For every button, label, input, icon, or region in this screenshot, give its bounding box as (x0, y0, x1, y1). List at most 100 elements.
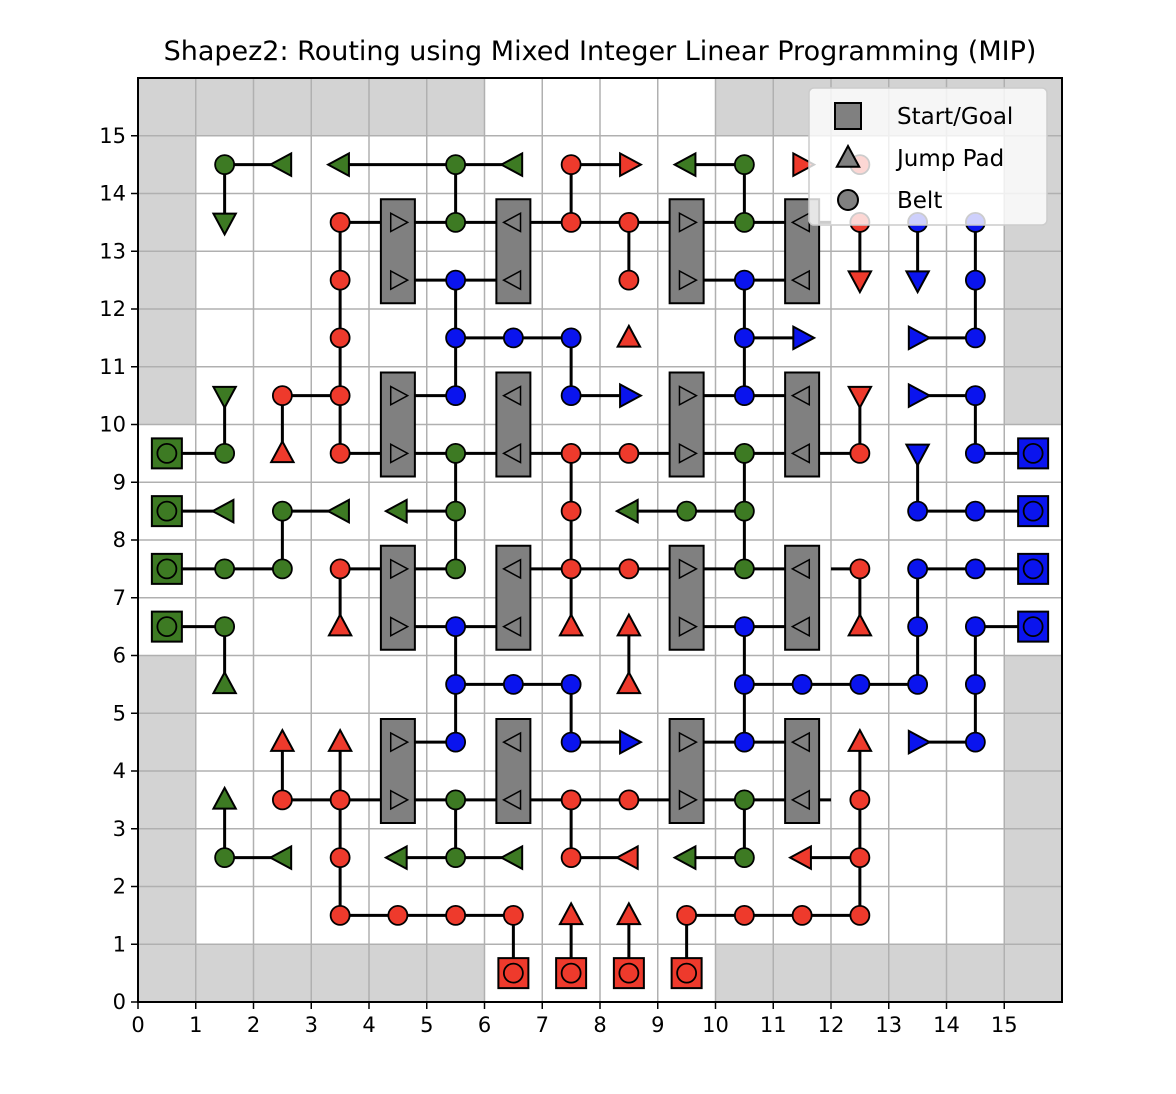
x-tick-label: 0 (131, 1013, 144, 1037)
route-segment-red (685, 742, 862, 974)
y-tick-label: 8 (113, 528, 126, 552)
belt-red (560, 789, 582, 811)
jump-pad-red (327, 728, 353, 752)
belt-red (560, 211, 582, 233)
platform-arrow-right (678, 212, 698, 233)
platform (784, 544, 821, 651)
belt-blue (502, 327, 524, 349)
belt-blue (907, 616, 929, 638)
belt-blue (964, 385, 986, 407)
y-tick-label: 9 (113, 470, 126, 494)
belt-blue (445, 616, 467, 638)
jump-pad-red (847, 612, 873, 637)
belt-blue (1022, 442, 1044, 464)
platform-arrow-left (502, 269, 522, 291)
belt-green (156, 442, 178, 464)
belt-red (271, 385, 293, 407)
platform (668, 544, 705, 651)
belt-green (214, 616, 236, 638)
jump-pad-red (616, 612, 642, 637)
platform (495, 371, 532, 478)
jump-pad-red (616, 670, 642, 695)
platform-arrow-left (790, 789, 811, 811)
jump-pad-red (792, 151, 817, 178)
platform (379, 198, 416, 305)
belt-markers (156, 154, 1044, 984)
belt-red (329, 789, 351, 811)
belt-red (560, 962, 582, 984)
platform (495, 544, 532, 651)
belt-blue (791, 673, 813, 695)
jump-pad-red (614, 844, 639, 871)
belt-green (733, 500, 755, 522)
belt-blue (502, 673, 524, 695)
belt-green (156, 616, 178, 638)
platform-arrow-right (678, 385, 698, 406)
belt-green (156, 500, 178, 522)
belt-blue (964, 442, 986, 464)
route-segment-red (338, 742, 515, 974)
y-tick-label: 5 (113, 701, 126, 725)
route-segment-blue (917, 394, 1034, 455)
belt-green (733, 847, 755, 869)
x-tick-label: 6 (478, 1013, 491, 1037)
x-tick-label: 13 (875, 1013, 902, 1037)
legend: Start/Goal Jump Pad Belt (808, 87, 1048, 226)
belt-blue (1022, 558, 1044, 580)
platform (495, 718, 532, 824)
platform-arrow-right (389, 443, 410, 464)
jump-pad-green (211, 385, 238, 410)
legend-square-icon (834, 102, 862, 130)
jump-pad-blue (792, 325, 817, 351)
platform (379, 718, 416, 824)
belt-red (849, 789, 871, 811)
belt-blue (560, 731, 582, 753)
belt-green (214, 847, 236, 869)
jump-pad-green (614, 498, 639, 524)
jump-pad-red (269, 439, 296, 464)
jump-pad-blue (904, 270, 931, 295)
belt-red (618, 269, 640, 291)
platform-arrow-right (389, 385, 410, 406)
platform-arrow-right (389, 731, 410, 753)
y-tick-label: 7 (113, 586, 126, 610)
x-tick-label: 8 (593, 1013, 606, 1037)
belt-red (618, 558, 640, 580)
platform (668, 198, 705, 305)
belt-red (791, 904, 813, 926)
platform-arrow-right (678, 558, 698, 580)
platform-arrow-right (389, 789, 410, 811)
belt-blue (733, 616, 755, 638)
belt-red (618, 789, 640, 811)
belt-red (329, 269, 351, 291)
platform (668, 371, 705, 478)
y-tick-label: 2 (113, 875, 126, 899)
legend-label: Start/Goal (897, 104, 1013, 130)
belt-red (618, 442, 640, 464)
belt-red (329, 327, 351, 349)
belt-red (502, 904, 524, 926)
belt-green (733, 558, 755, 580)
jump-pad-green (211, 670, 238, 695)
y-tick-label: 10 (99, 413, 126, 437)
belt-blue (560, 673, 582, 695)
jump-pad-red (847, 728, 873, 752)
platform-arrow-left (790, 731, 811, 753)
x-tick-label: 2 (247, 1013, 260, 1037)
jump-pad-markers (210, 151, 932, 926)
belt-red (849, 558, 871, 580)
jump-pad-green (326, 151, 350, 178)
jump-pad-green (326, 498, 350, 524)
belt-blue (907, 500, 929, 522)
belt-green (733, 211, 755, 233)
jump-pad-red (619, 151, 643, 178)
platform-arrow-right (678, 789, 698, 811)
platform (784, 718, 821, 824)
belt-green (271, 558, 293, 580)
belt-red (676, 904, 698, 926)
x-tick-label: 3 (305, 1013, 318, 1037)
belt-red (329, 211, 351, 233)
belt-blue (733, 385, 755, 407)
platforms (379, 198, 821, 824)
belt-blue (733, 673, 755, 695)
